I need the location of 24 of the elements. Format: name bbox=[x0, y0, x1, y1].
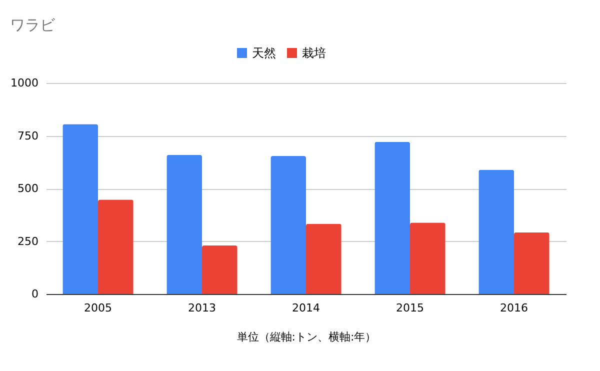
bar bbox=[306, 224, 342, 294]
bar bbox=[514, 232, 550, 294]
x-axis-title: 単位（縦軸:トン、横軸:年） bbox=[236, 330, 376, 344]
bar bbox=[410, 222, 446, 294]
legend-label: 栽培 bbox=[302, 46, 326, 60]
bar bbox=[98, 200, 134, 294]
y-tick-label: 500 bbox=[18, 182, 38, 195]
y-tick-label: 250 bbox=[18, 234, 38, 248]
bar bbox=[478, 170, 514, 294]
bar bbox=[374, 142, 410, 294]
bar bbox=[62, 124, 98, 294]
x-tick-label: 2014 bbox=[292, 302, 320, 314]
bar bbox=[166, 154, 202, 294]
x-tick-label: 2016 bbox=[500, 302, 528, 314]
x-tick-label: 2013 bbox=[188, 302, 216, 314]
x-tick-label: 2015 bbox=[396, 302, 424, 314]
legend-label: 天然 bbox=[252, 46, 276, 60]
bar bbox=[270, 156, 306, 294]
y-tick-label: 750 bbox=[18, 129, 38, 142]
y-tick-label: 1000 bbox=[10, 76, 38, 90]
y-tick-label: 0 bbox=[32, 288, 38, 300]
x-tick-label: 2005 bbox=[84, 302, 112, 314]
bar bbox=[202, 245, 238, 294]
chart-title: ワラビ bbox=[10, 16, 56, 34]
